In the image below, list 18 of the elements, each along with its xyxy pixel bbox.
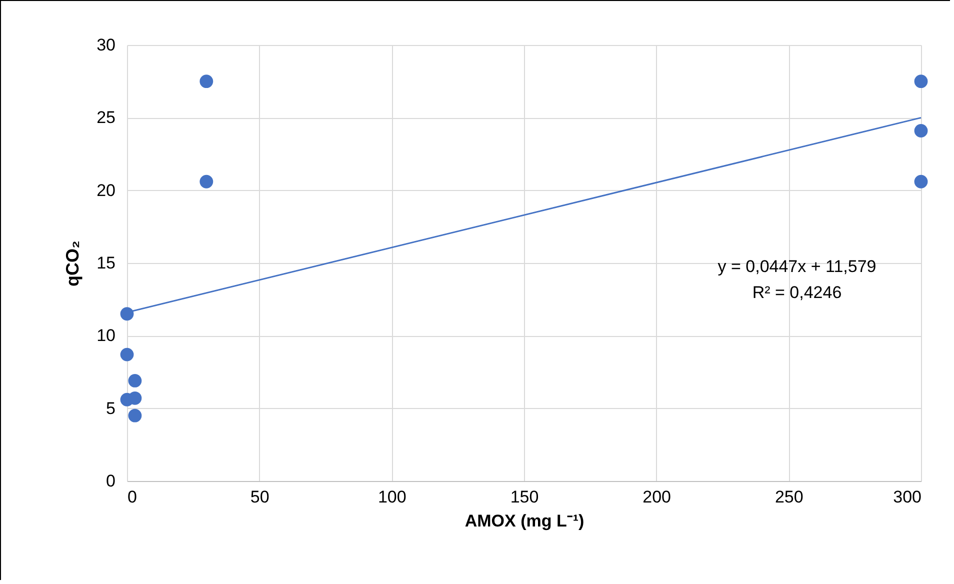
x-tick-label: 200 [642, 488, 672, 506]
annotation: R² = 0,4246 [752, 283, 842, 302]
x-tick-label: 100 [378, 488, 406, 506]
y-axis-title: qCO₂ [62, 240, 83, 286]
x-tick-label: 0 [128, 488, 137, 506]
y-tick-label: 10 [96, 326, 116, 346]
y-tick-label: 30 [96, 36, 116, 54]
annotation: y = 0,0447x + 11,579 [718, 257, 876, 276]
x-tick-label: 250 [774, 488, 804, 506]
x-axis-title: AMOX (mg L⁻¹) [464, 512, 584, 530]
y-tick-label: 25 [96, 108, 116, 128]
y-tick-label: 0 [106, 472, 116, 490]
y-tick-label: 20 [96, 180, 116, 200]
x-tick-label: 300 [893, 488, 922, 506]
x-tick-label: 150 [510, 488, 539, 506]
y-tick-label: 5 [106, 398, 116, 418]
x-tick-label: 50 [250, 488, 270, 506]
y-tick-label: 15 [96, 254, 116, 272]
